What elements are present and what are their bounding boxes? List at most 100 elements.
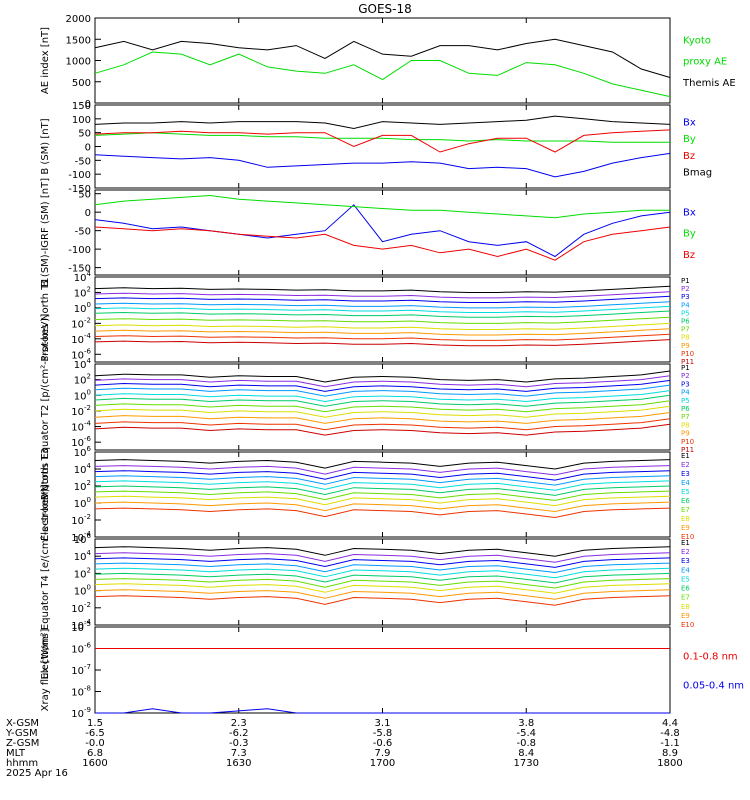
legend-entry: P8: [681, 421, 690, 429]
legend-entry: E4: [681, 479, 690, 487]
channel-line-p9: [94, 328, 671, 336]
y-tick-label: 102: [74, 479, 91, 493]
legend-entry: Bz: [683, 151, 695, 162]
legend-entry: proxy AE: [683, 57, 727, 68]
legend-entry: P7: [681, 413, 690, 421]
channel-line-e4: [94, 562, 671, 574]
legend-entry: P6: [681, 318, 690, 326]
channel-line-e2: [94, 465, 671, 476]
series-line-bz: [94, 129, 671, 153]
y-tick-label: -150: [68, 264, 91, 275]
legend-entry: E8: [681, 603, 690, 611]
channel-line-p4: [94, 384, 671, 397]
y-tick-label: 10-7: [71, 663, 91, 677]
legend-entry: Bz: [683, 250, 695, 261]
legend-entry: P4: [681, 389, 690, 397]
channel-line-p8: [94, 322, 671, 330]
channel-line-e8: [94, 583, 671, 594]
y-tick-label: 10-4: [71, 332, 91, 346]
y-tick-label: 1500: [66, 35, 91, 46]
footer-value: 1630: [226, 758, 251, 769]
y-tick-label: 10-5: [71, 620, 91, 634]
y-tick-label: 10-4: [71, 420, 91, 434]
legend-entry: Bx: [683, 118, 696, 129]
panel-1: 2000 1500 1000 500 0 AE index [nT] Kyoto proxy …: [40, 14, 736, 110]
footer-value: -1.1: [660, 738, 680, 749]
channel-line-p11: [94, 423, 671, 436]
y-tick-label: 10-2: [71, 316, 91, 330]
footer-value: 1.5: [87, 718, 103, 729]
panel-2: 150 100 50 0 -50 -100 -150 B (SM) [nT] Bx By Bz Bma…: [40, 101, 712, 195]
legend-entry: P1: [681, 277, 690, 285]
channel-line-e2: [94, 552, 671, 563]
plot-title: GOES-18: [358, 2, 412, 16]
channel-line-e4: [94, 475, 671, 486]
y-tick-label: 0: [85, 143, 91, 154]
footer-value: 6.8: [87, 748, 103, 759]
legend-entry: E10: [681, 621, 694, 629]
channel-line-e1: [94, 459, 671, 470]
channel-line-e3: [94, 470, 671, 481]
legend-entry: By: [683, 229, 696, 240]
y-tick-label: 10-6: [71, 642, 91, 656]
channel-line-e5: [94, 567, 671, 579]
channel-line-e9: [94, 501, 671, 513]
channel-line-p5: [94, 305, 671, 313]
channel-line-p10: [94, 333, 671, 341]
channel-line-e7: [94, 490, 671, 501]
y-tick-label: 102: [74, 285, 91, 299]
y-tick-label: 2000: [66, 14, 91, 25]
footer-value: 3.1: [375, 718, 391, 729]
legend-entry: E7: [681, 594, 690, 602]
legend-entry: E4: [681, 566, 690, 574]
footer-value: 4.4: [662, 718, 678, 729]
footer-value: 7.9: [375, 748, 391, 759]
channel-line-p2: [94, 375, 671, 388]
legend-entry: P9: [681, 430, 690, 438]
footer-value: -5.4: [516, 728, 536, 739]
legend-entry: E5: [681, 488, 690, 496]
legend-entry: E9: [681, 524, 690, 532]
legend-entry: Bmag: [683, 167, 712, 178]
channel-line-p3: [94, 379, 671, 392]
footer-value: -0.6: [373, 738, 393, 749]
footer-row-label: Z-GSM: [6, 738, 39, 749]
y-tick-label: 100: [74, 388, 91, 402]
channel-line-e7: [94, 578, 671, 589]
channel-line-e6: [94, 485, 671, 496]
channel-line-p7: [94, 316, 671, 324]
footer-row-label: 2025 Apr 16: [6, 768, 68, 779]
y-tick-label: 102: [74, 373, 91, 387]
channel-line-e10: [94, 507, 671, 519]
legend-entry: E1: [681, 452, 690, 460]
series-line-by: [94, 194, 670, 219]
series-line-0-05-0-4-nm: [95, 708, 670, 714]
panel-frame: [94, 626, 671, 714]
legend-entry: E1: [681, 539, 690, 547]
channel-line-p1: [94, 370, 671, 383]
channel-line-p6: [94, 310, 671, 318]
series-line-bmag: [94, 115, 671, 130]
legend-entry: P3: [681, 380, 690, 388]
legend-entry: P4: [681, 301, 690, 309]
series-line-by: [94, 132, 670, 143]
y-tick-label: 106: [74, 445, 92, 459]
footer-value: -0.3: [229, 738, 249, 749]
series-line-kyoto-proxy-ae: [94, 51, 671, 98]
y-tick-label: 10-2: [71, 601, 91, 615]
y-axis-label: B (SM) [nT]: [40, 118, 51, 174]
legend-entry: E8: [681, 515, 690, 523]
legend-entry: E6: [681, 585, 690, 593]
y-axis-label: B (SM)-IGRF (SM) [nT]: [40, 178, 51, 287]
legend-entry: Bx: [683, 207, 696, 218]
legend-entry: P5: [681, 397, 690, 405]
y-tick-label: -100: [68, 245, 91, 256]
channel-line-p1: [94, 285, 671, 293]
footer-row-label: hhmm: [6, 758, 38, 769]
y-tick-label: -50: [75, 227, 91, 238]
y-tick-label: 0: [85, 99, 91, 110]
